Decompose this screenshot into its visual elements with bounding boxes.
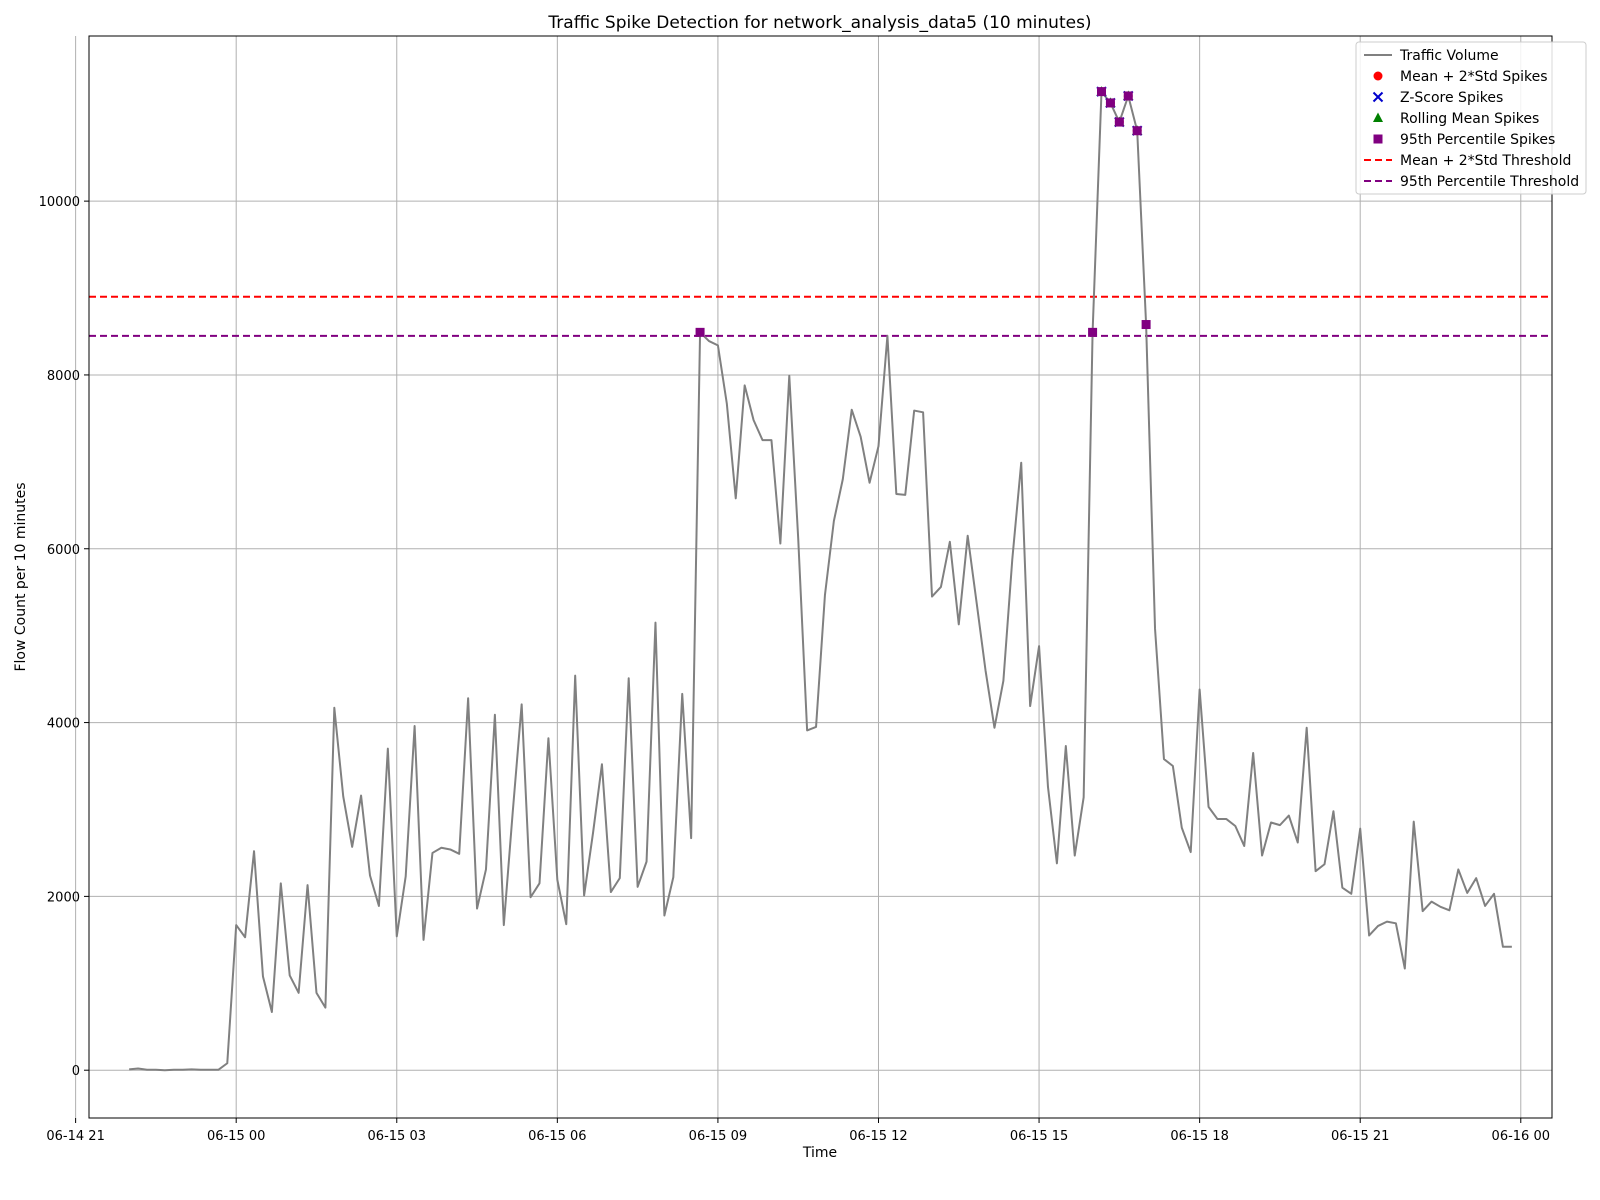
- traffic-volume-line: [129, 90, 1512, 1072]
- y-tick-label: 4000: [47, 717, 80, 732]
- legend-swatch-marker: [1373, 71, 1383, 81]
- percentile-spike-marker: [1114, 117, 1124, 127]
- x-tick-label: 06-15 15: [1010, 1129, 1068, 1144]
- legend-label: 95th Percentile Spikes: [1400, 132, 1555, 148]
- x-tick-label: 06-15 00: [207, 1129, 265, 1144]
- x-tick-label: 06-15 12: [849, 1129, 907, 1144]
- y-tick-label: 6000: [47, 543, 80, 558]
- percentile-spike-marker: [1141, 320, 1151, 330]
- legend-label: Rolling Mean Spikes: [1400, 111, 1539, 127]
- x-tick-label: 06-15 18: [1170, 1129, 1228, 1144]
- y-tick-label: 10000: [39, 195, 80, 210]
- legend-label: Mean + 2*Std Threshold: [1400, 153, 1571, 169]
- legend-box: [1355, 41, 1587, 195]
- legend-label: Z-Score Spikes: [1400, 90, 1503, 106]
- x-tick-label: 06-15 09: [689, 1129, 747, 1144]
- y-axis: 0 2000 4000 6000 8000 10000: [39, 195, 89, 1079]
- threshold-lines: [89, 295, 1552, 337]
- x-tick-label: 06-15 03: [368, 1129, 426, 1144]
- y-axis-title: Flow Count per 10 minutes: [13, 482, 29, 671]
- plot-frame: [88, 35, 1553, 1119]
- legend: Traffic Volume Mean + 2*Std Spikes Z-Score…: [1355, 41, 1587, 195]
- legend-label: 95th Percentile Threshold: [1400, 174, 1579, 190]
- legend-label: Traffic Volume: [1399, 48, 1499, 64]
- percentile-spike-marker: [1132, 126, 1142, 136]
- spike-markers: [695, 86, 1151, 337]
- chart-title: Traffic Spike Detection for network_anal…: [547, 13, 1091, 33]
- series: [129, 90, 1512, 1072]
- grid: [75, 36, 1552, 1118]
- legend-label: Mean + 2*Std Spikes: [1400, 69, 1548, 85]
- legend-swatch-marker: [1372, 91, 1384, 103]
- percentile-spike-marker: [1097, 87, 1107, 97]
- y-tick-label: 2000: [47, 890, 80, 905]
- x-axis-title: Time: [802, 1145, 837, 1161]
- percentile-spike-marker: [1123, 91, 1133, 101]
- y-tick-label: 8000: [47, 369, 80, 384]
- x-tick-label: 06-14 21: [46, 1129, 104, 1144]
- legend-swatch-marker: [1373, 134, 1383, 144]
- x-tick-label: 06-16 00: [1492, 1129, 1550, 1144]
- percentile-spike-marker: [695, 327, 705, 337]
- y-tick-label: 0: [72, 1064, 80, 1079]
- legend-swatch-marker: [1373, 112, 1383, 122]
- percentile-spike-marker: [1105, 98, 1115, 108]
- x-tick-label: 06-15 21: [1331, 1129, 1389, 1144]
- percentile-spike-marker: [1088, 327, 1098, 337]
- x-tick-label: 06-15 06: [528, 1129, 586, 1144]
- x-axis: 06-14 21 06-15 00 06-15 03 06-15 06 06-15 09…: [46, 1118, 1550, 1144]
